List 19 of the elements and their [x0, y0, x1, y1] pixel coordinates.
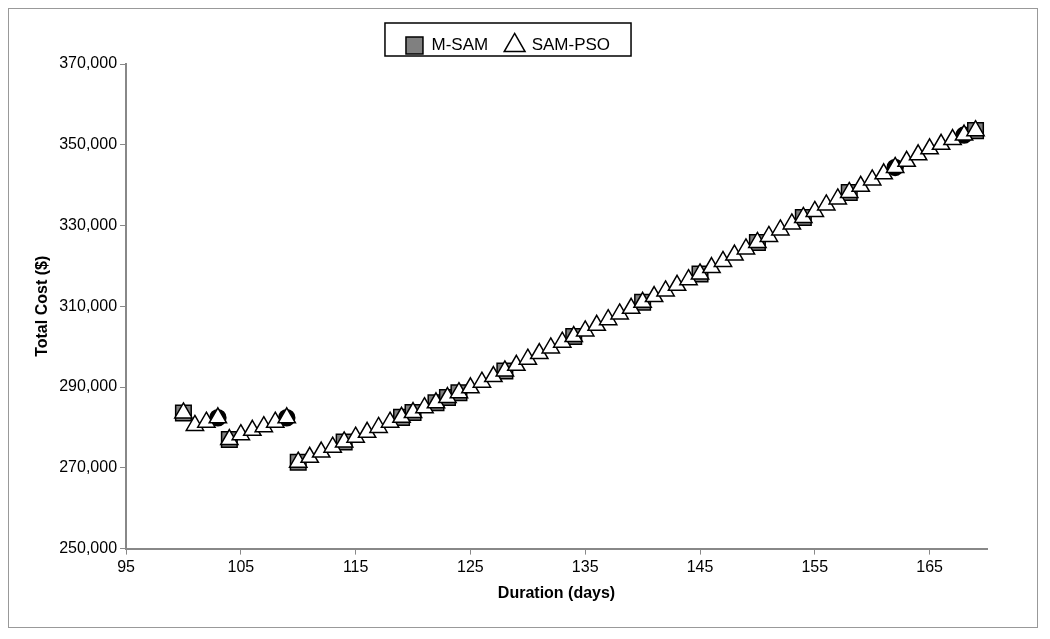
y-axis-title: Total Cost ($) [33, 255, 51, 357]
y-tick-label: 310,000 [59, 296, 118, 314]
x-tick-label: 155 [801, 557, 829, 575]
x-axis-title: Duration (days) [497, 583, 616, 601]
y-tick-label: 370,000 [59, 54, 118, 72]
x-tick-label: 95 [117, 557, 136, 575]
x-tick-label: 115 [342, 557, 369, 575]
legend-label: M-SAM [431, 35, 489, 55]
x-tick-label: 145 [686, 557, 714, 575]
x-tick-label: 165 [916, 557, 944, 575]
x-tick-label: 135 [571, 557, 599, 575]
y-tick-label: 270,000 [59, 458, 118, 476]
legend-label: SAM-PSO [531, 35, 611, 55]
y-tick-label: 350,000 [59, 135, 118, 153]
y-tick-label: 290,000 [59, 377, 118, 395]
y-tick-label: 330,000 [59, 215, 118, 233]
y-tick-label: 250,000 [59, 539, 118, 557]
x-tick-label: 105 [227, 557, 255, 575]
x-tick-label: 125 [457, 557, 484, 575]
